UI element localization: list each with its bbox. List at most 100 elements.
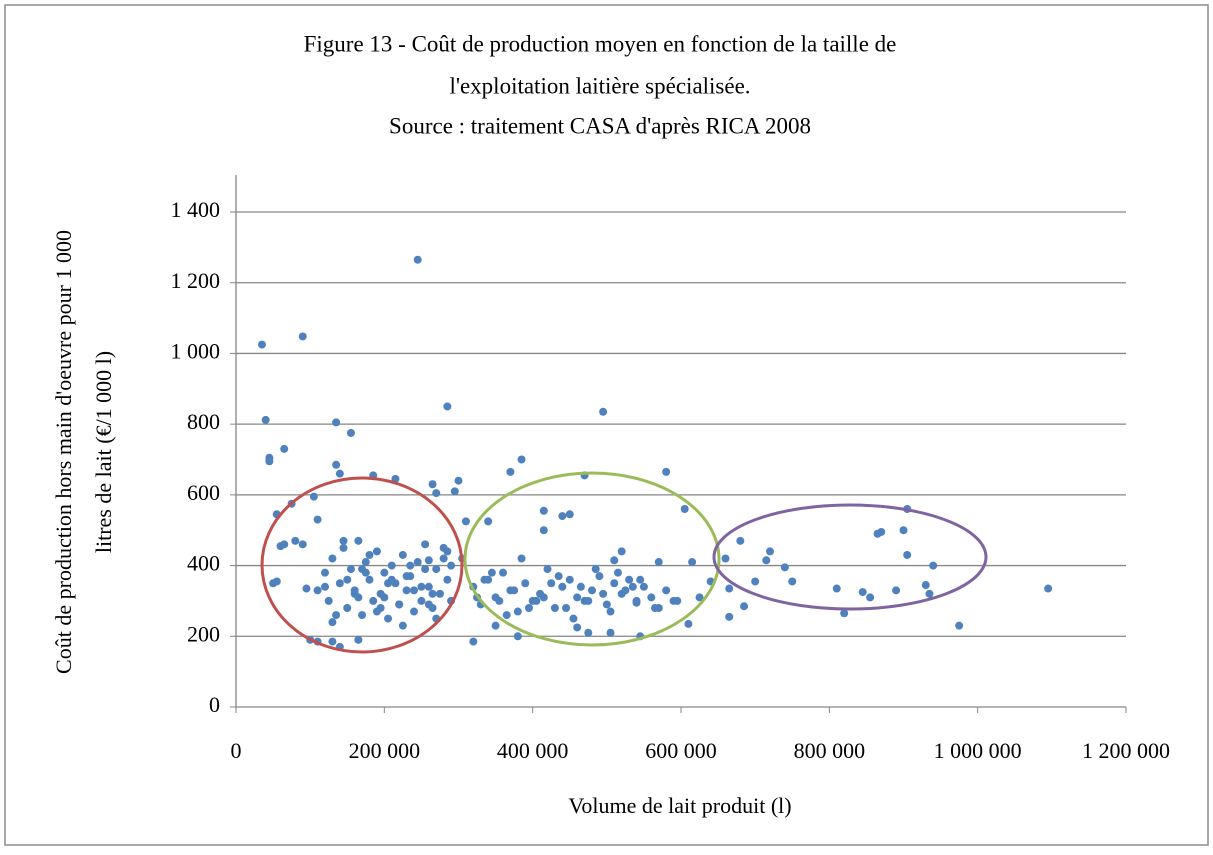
highlight-ellipse	[463, 471, 721, 647]
point	[298, 332, 307, 341]
point	[510, 586, 519, 595]
point	[877, 527, 886, 536]
point	[410, 586, 418, 595]
chart-subtitle: Source : traitement CASA d'après RICA 20…	[389, 113, 811, 138]
point	[424, 582, 433, 591]
point	[439, 554, 448, 563]
point	[610, 579, 619, 588]
point	[328, 554, 337, 563]
y-tick-label: 600	[187, 480, 220, 505]
point	[380, 568, 389, 577]
frame	[4, 4, 1209, 846]
y-tick-label: 800	[187, 409, 220, 434]
point	[413, 558, 422, 567]
point	[410, 607, 418, 616]
point	[721, 554, 730, 563]
point	[343, 604, 352, 612]
highlight-ellipse	[260, 476, 464, 654]
point	[654, 558, 663, 567]
point	[361, 558, 370, 567]
point	[332, 418, 341, 427]
point	[832, 584, 841, 593]
point	[513, 607, 522, 616]
point	[499, 568, 507, 577]
point	[398, 621, 407, 630]
point	[621, 586, 630, 595]
y-tick-label: 200	[187, 621, 220, 646]
highlight-ellipse	[712, 503, 988, 611]
point	[588, 586, 596, 595]
point	[632, 596, 641, 605]
point	[558, 512, 567, 521]
point	[591, 565, 600, 574]
point	[324, 596, 333, 605]
point	[639, 582, 648, 591]
point	[395, 600, 404, 609]
point	[384, 579, 393, 588]
point	[257, 340, 266, 349]
point	[662, 586, 671, 595]
y-axis-label: litres de lait (€/1 000 l)	[91, 351, 116, 553]
point	[903, 550, 912, 559]
point	[725, 612, 734, 621]
point	[358, 611, 367, 620]
point	[539, 506, 548, 515]
point	[599, 407, 608, 416]
point	[554, 572, 563, 581]
point	[335, 469, 344, 478]
point	[550, 604, 559, 612]
point	[291, 536, 300, 545]
point	[613, 568, 622, 577]
y-axis-label: Coût de production hors main d'oeuvre po…	[51, 230, 76, 674]
point	[265, 457, 274, 466]
point	[335, 579, 344, 588]
point	[421, 540, 430, 549]
point	[595, 572, 604, 581]
point	[532, 596, 541, 605]
x-tick-label: 600 000	[645, 738, 717, 763]
chart-title: l'exploitation laitière spécialisée.	[449, 73, 750, 98]
point	[680, 505, 689, 513]
point	[358, 565, 367, 574]
point	[491, 621, 500, 630]
point	[925, 589, 934, 598]
point	[921, 581, 930, 590]
point	[417, 596, 426, 605]
point	[840, 609, 849, 618]
point	[372, 547, 381, 556]
point	[955, 621, 964, 630]
y-tick-label: 1 000	[171, 338, 221, 363]
point	[346, 565, 355, 574]
point	[321, 582, 329, 591]
point	[261, 415, 270, 424]
point	[280, 540, 289, 549]
x-axis-label: Volume de lait produit (l)	[568, 793, 791, 818]
point	[584, 628, 593, 637]
point	[402, 586, 411, 595]
point	[547, 579, 556, 588]
point	[343, 575, 352, 584]
point	[558, 582, 567, 591]
point	[365, 575, 374, 584]
point	[454, 476, 463, 485]
point	[517, 554, 526, 563]
point	[569, 614, 578, 623]
point	[695, 593, 704, 602]
point	[272, 577, 281, 586]
point	[892, 586, 901, 595]
point	[428, 589, 437, 598]
point	[298, 540, 307, 549]
point	[584, 596, 593, 605]
point	[517, 455, 526, 464]
point	[328, 637, 337, 646]
point	[380, 593, 389, 602]
point	[365, 550, 374, 559]
x-tick-label: 200 000	[349, 738, 421, 763]
point	[339, 536, 348, 545]
point	[625, 575, 634, 584]
point	[684, 619, 693, 628]
point	[424, 600, 433, 609]
point	[339, 543, 348, 552]
point	[617, 547, 626, 556]
